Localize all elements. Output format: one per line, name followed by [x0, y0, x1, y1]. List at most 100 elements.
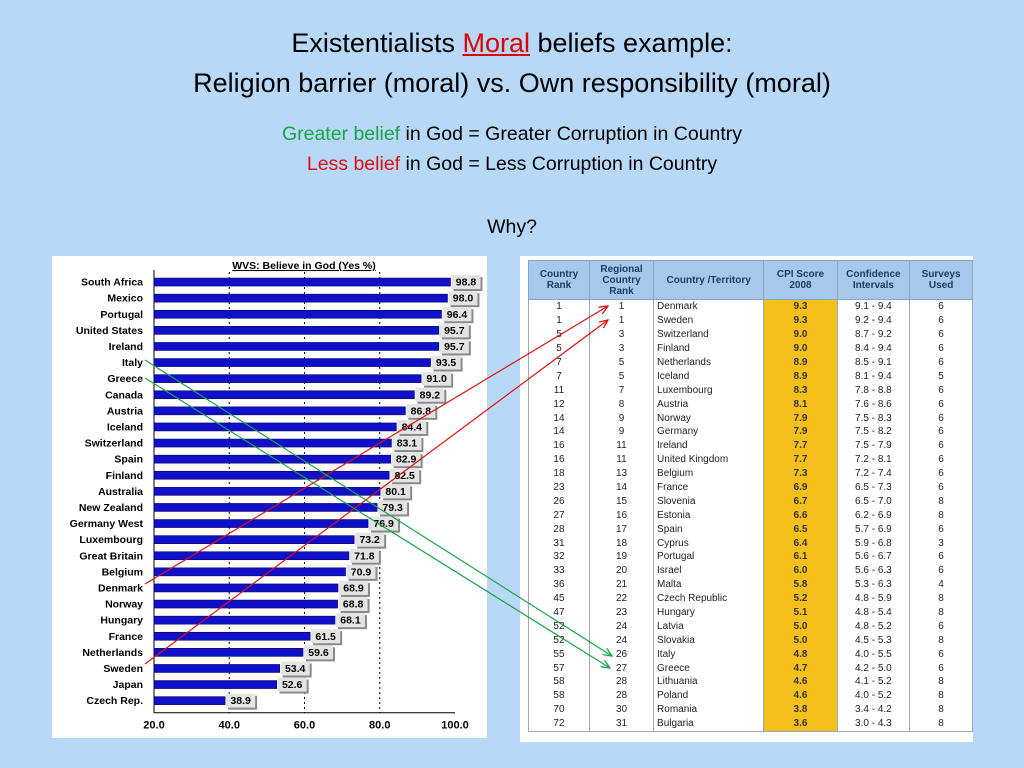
table-cell: 6 — [909, 425, 973, 439]
table-cell: 8 — [909, 605, 973, 620]
table-cell: 7.3 — [763, 466, 838, 481]
bar — [153, 374, 422, 383]
table-cell: 5.7 - 6.9 — [836, 522, 911, 537]
table-cell: 6 — [909, 299, 973, 314]
bar — [153, 664, 280, 673]
category-label: Norway — [105, 599, 143, 611]
bar — [153, 390, 415, 400]
table-cell: 6 — [909, 383, 973, 398]
data-label: 83.1 — [397, 438, 418, 450]
bar — [153, 438, 392, 448]
bar — [153, 342, 440, 351]
data-label-box — [391, 452, 421, 467]
data-label-box — [311, 629, 341, 644]
table-row: 1 1 Sweden 9.3 9.2 - 9.4 6 — [528, 313, 973, 328]
table-cell: 7.2 - 7.4 — [836, 466, 911, 481]
table-cell: 5.8 — [763, 577, 838, 592]
table-cell: 6 — [909, 438, 973, 453]
table-cell: 6 — [909, 480, 973, 495]
table-row: 5 3 Switzerland 9.0 8.7 - 9.2 6 — [528, 327, 973, 342]
category-label: France — [109, 631, 144, 643]
table-header-cell: Country Rank — [528, 260, 590, 300]
table-cell: 4.0 - 5.2 — [836, 688, 911, 703]
table-header-cell: Regional Country Rank — [588, 260, 655, 300]
table-cell: 5.2 — [763, 591, 838, 606]
table-cell: 4.8 - 5.2 — [836, 619, 911, 634]
category-label: Australia — [98, 486, 143, 498]
table-row: 11 7 Luxembourg 8.3 7.8 - 8.8 6 — [528, 383, 973, 398]
table-cell: 8 — [909, 675, 973, 689]
table-cell: 4 — [909, 577, 973, 592]
table-cell: 6 — [909, 647, 973, 662]
table-cell: 7.9 — [763, 411, 838, 426]
category-label: Hungary — [100, 615, 143, 627]
table-cell: 5.3 - 6.3 — [836, 577, 911, 592]
table-cell: 3 — [909, 536, 973, 551]
table-cell: 6 — [909, 619, 973, 634]
greece-arrow — [144, 377, 610, 668]
bar — [153, 551, 350, 561]
table-row: 57 27 Greece 4.7 4.2 - 5.0 6 — [528, 661, 973, 676]
table-cell: 7.7 — [763, 452, 838, 467]
x-tick-label: 20.0 — [143, 720, 164, 732]
category-label: Mexico — [107, 293, 143, 305]
data-label-box — [451, 275, 481, 290]
greater-belief-text: Greater belief — [281, 123, 401, 145]
data-label: 96.4 — [447, 309, 468, 321]
data-label-box — [338, 580, 368, 595]
bar — [153, 358, 431, 367]
table-cell: 3.0 - 4.3 — [836, 716, 911, 732]
data-label: 82.9 — [396, 454, 417, 466]
table-cell: 8 — [909, 688, 973, 703]
data-label: 98.8 — [456, 277, 477, 289]
data-label: 82.5 — [394, 470, 415, 482]
why-question: Why? — [487, 216, 537, 238]
data-label: 38.9 — [230, 695, 251, 707]
table-cell: 7.9 — [763, 425, 838, 439]
data-label-box — [392, 436, 422, 451]
table-cell: 6 — [909, 466, 973, 481]
x-tick-label: 100.0 — [441, 720, 469, 732]
bar — [153, 470, 390, 480]
category-label: Austria — [107, 405, 143, 417]
table-row: 55 26 Italy 4.8 4.0 - 5.5 6 — [528, 647, 973, 662]
table-header-cell: CPI Score 2008 — [763, 260, 838, 300]
bar — [153, 535, 355, 544]
bar — [153, 487, 381, 496]
sweden-arrow — [144, 320, 608, 665]
chart-title: WVS: Believe in God (Yes %) — [232, 260, 376, 272]
x-tick-label: 80.0 — [369, 720, 390, 732]
denmark-arrow — [144, 306, 608, 585]
table-header-cell: Confidence Intervals — [836, 260, 911, 300]
table-cell: 8 — [909, 633, 973, 648]
table-cell: 4.8 - 5.4 — [836, 605, 911, 620]
table-cell: 8.9 — [763, 369, 838, 384]
table-header-cell: Surveys Used — [909, 260, 973, 300]
table-row: 23 14 France 6.9 6.5 - 7.3 6 — [528, 480, 973, 495]
cpi-table: Country Rank Regional Country Rank Country… — [528, 260, 973, 732]
table-cell: 8 — [909, 591, 973, 606]
table-row: 52 24 Slovakia 5.0 4.5 - 5.3 8 — [528, 633, 973, 648]
table-cell: 5.1 — [763, 605, 838, 620]
data-label-box — [378, 500, 408, 515]
bar — [153, 326, 440, 335]
data-label: 91.0 — [426, 373, 447, 385]
category-label: Belgium — [102, 566, 143, 578]
data-label-box — [415, 387, 445, 402]
table-cell: 9.0 — [763, 327, 838, 342]
table-cell: 6 — [909, 411, 973, 426]
table-cell: 6 — [909, 563, 973, 578]
table-cell: 8 — [909, 702, 973, 717]
slide-title: Existentialists Moral beliefs example: — [0, 26, 1024, 60]
category-label: Canada — [105, 389, 143, 401]
table-cell: 8 — [909, 494, 973, 509]
table-cell: 4.7 — [763, 661, 838, 676]
table-cell: 9.3 — [763, 313, 838, 328]
table-row: 58 28 Poland 4.6 4.0 - 5.2 8 — [528, 688, 973, 703]
data-label-box — [369, 516, 399, 531]
table-cell: 6.5 - 7.3 — [836, 480, 911, 495]
table-cell: 6 — [909, 661, 973, 676]
table-row: 58 28 Lithuania 4.6 4.1 - 5.2 8 — [528, 675, 973, 689]
data-label-box — [346, 564, 376, 579]
bar — [153, 293, 448, 303]
